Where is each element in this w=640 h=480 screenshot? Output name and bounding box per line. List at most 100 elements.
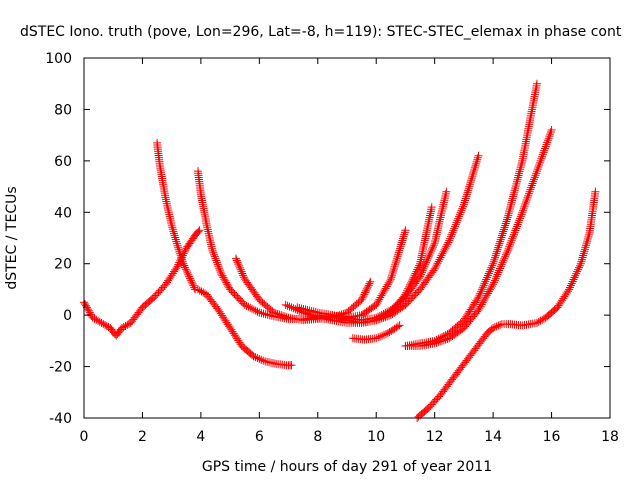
data-point: [410, 271, 419, 280]
data-point: [84, 306, 93, 315]
data-point: [210, 250, 219, 259]
data-point: [489, 280, 498, 289]
data-point: [489, 259, 498, 268]
data-point: [477, 300, 486, 309]
data-point: [239, 273, 248, 282]
data-point: [277, 311, 286, 320]
data-point: [494, 268, 503, 277]
data-point: [459, 202, 468, 211]
data-point: [522, 195, 531, 204]
data-point: [474, 293, 483, 302]
data-point: [516, 214, 525, 223]
data-point: [507, 198, 516, 207]
data-point: [374, 315, 383, 324]
data-point: [259, 309, 268, 318]
data-point: [464, 309, 473, 318]
data-point: [497, 233, 506, 242]
data-point: [177, 253, 186, 262]
data-point: [491, 253, 500, 262]
data-point: [94, 316, 103, 325]
data-point: [182, 267, 191, 276]
data-point: [540, 146, 549, 155]
data-point: [308, 311, 317, 320]
data-point: [434, 257, 443, 266]
data-point: [299, 304, 308, 313]
data-point: [509, 232, 518, 241]
data-point: [375, 295, 384, 304]
data-point: [248, 304, 257, 313]
data-point: [381, 284, 390, 293]
data-point: [330, 311, 339, 320]
data-point: [372, 316, 381, 325]
data-point: [487, 325, 496, 334]
data-point: [386, 275, 395, 284]
data-point: [446, 234, 455, 243]
data-point: [500, 223, 509, 232]
data-point: [195, 286, 204, 295]
data-point: [427, 247, 436, 256]
data-point: [285, 302, 294, 311]
data-point: [339, 315, 348, 323]
data-point: [178, 257, 187, 266]
data-point: [231, 254, 240, 263]
data-point: [571, 271, 580, 280]
data-point: [574, 263, 583, 272]
data-point: [584, 232, 593, 241]
data-point: [498, 229, 507, 238]
data-point: [517, 161, 526, 170]
data-point: [427, 203, 436, 212]
data-point: [183, 268, 192, 277]
data-point: [210, 252, 219, 261]
data-point: [491, 274, 500, 283]
data-point: [390, 262, 399, 271]
data-point: [379, 288, 388, 296]
data-point: [492, 247, 501, 256]
data-point: [383, 312, 392, 321]
data-point: [208, 246, 217, 255]
data-point: [172, 239, 181, 248]
data-point: [503, 246, 512, 255]
data-point: [337, 314, 346, 323]
data-point: [536, 316, 545, 325]
data-point: [514, 173, 523, 182]
data-point: [575, 261, 584, 270]
data-point: [495, 264, 504, 273]
data-point: [448, 228, 457, 237]
data-point: [538, 152, 547, 161]
data-point: [504, 211, 513, 220]
data-point: [436, 253, 445, 262]
data-point: [387, 273, 396, 282]
data-point: [456, 208, 465, 217]
data-point: [381, 313, 390, 322]
data-point: [504, 244, 513, 253]
data-point: [479, 296, 488, 305]
data-point: [577, 255, 586, 264]
data-point: [474, 151, 483, 160]
data-point: [481, 277, 490, 286]
data-point: [90, 314, 99, 323]
data-point: [472, 159, 481, 168]
data-point: [580, 245, 589, 254]
data-point: [527, 183, 536, 192]
data-point: [463, 188, 472, 197]
data-point: [297, 304, 306, 313]
y-tick-label: -40: [49, 411, 72, 427]
data-point: [271, 309, 280, 318]
data-point: [495, 239, 504, 248]
data-point: [466, 178, 475, 187]
data-point: [512, 222, 521, 231]
data-point: [509, 230, 518, 239]
data-point: [236, 265, 245, 274]
data-point: [389, 267, 398, 275]
data-point: [506, 240, 515, 249]
chart-title: dSTEC Iono. truth (pove, Lon=296, Lat=-8…: [20, 24, 622, 40]
data-point: [506, 200, 515, 209]
plot-frame: [83, 57, 611, 419]
data-point: [430, 336, 439, 345]
data-point: [431, 262, 440, 271]
data-point: [563, 287, 572, 296]
data-markers: [80, 79, 600, 422]
data-point: [480, 294, 489, 303]
data-point: [446, 232, 455, 241]
data-point: [496, 235, 505, 244]
